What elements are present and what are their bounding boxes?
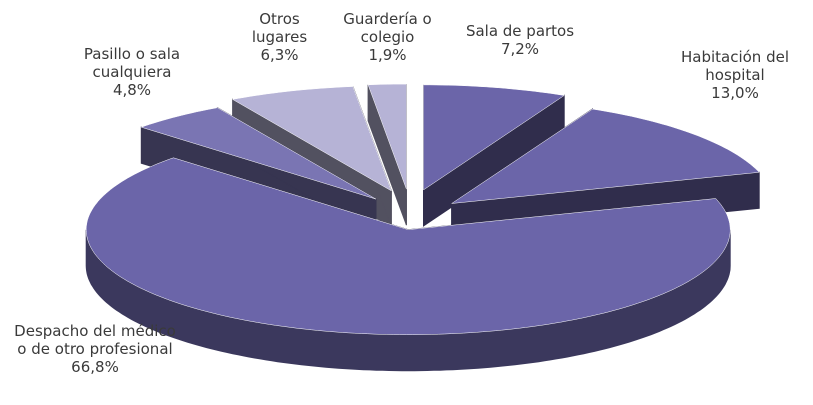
value-label: 1,9%	[368, 46, 407, 64]
slice-top	[367, 83, 407, 190]
slice-label: Pasillo o sala cualquiera 4,8%	[62, 45, 202, 99]
value-label: 66,8%	[71, 358, 119, 376]
slice	[367, 83, 407, 226]
slice	[85, 157, 731, 372]
category-label: Otros lugares	[251, 10, 308, 46]
slice	[423, 84, 565, 227]
slice-label: Otros lugares 6,3%	[232, 10, 327, 64]
value-label: 13,0%	[711, 84, 759, 102]
category-label: Habitación del hospital	[680, 48, 790, 84]
slice	[451, 108, 760, 241]
category-label: Despacho del médico o de otro profesiona…	[14, 322, 176, 358]
value-label: 6,3%	[260, 46, 299, 64]
value-label: 7,2%	[500, 40, 540, 58]
value-label: 4,8%	[112, 81, 152, 99]
category-label: Guardería o colegio	[343, 10, 432, 46]
category-label: Pasillo o sala cualquiera	[83, 45, 181, 81]
slice-top	[85, 157, 731, 335]
slice-label: Guardería o colegio 1,9%	[335, 10, 440, 64]
slice-top	[231, 86, 392, 192]
category-label: Sala de partos	[465, 22, 575, 40]
slice-top	[140, 107, 377, 200]
slice-label: Habitación del hospital 13,0%	[650, 48, 813, 102]
slice-label: Despacho del médico o de otro profesiona…	[10, 322, 180, 376]
slice-top	[451, 108, 760, 204]
slice-top	[423, 84, 565, 191]
slice-label: Sala de partos 7,2%	[455, 22, 585, 58]
